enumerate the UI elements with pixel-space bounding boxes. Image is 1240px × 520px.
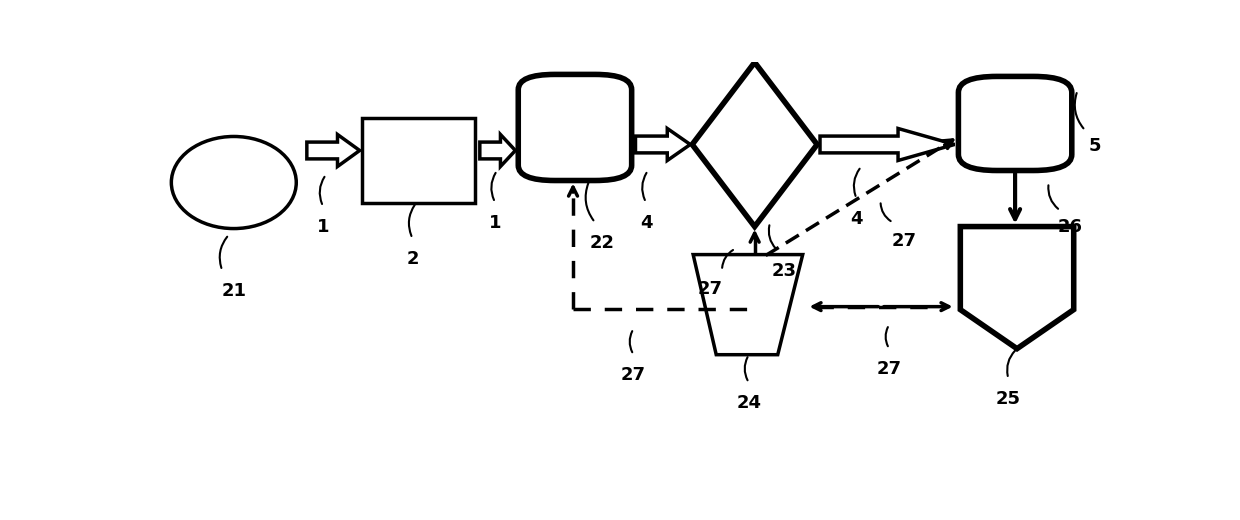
Text: 27: 27	[621, 366, 646, 384]
Polygon shape	[306, 135, 360, 166]
Polygon shape	[820, 128, 955, 161]
Text: 22: 22	[589, 233, 614, 252]
FancyBboxPatch shape	[518, 74, 631, 180]
Text: 4: 4	[851, 210, 863, 228]
Text: 23: 23	[773, 262, 797, 280]
Polygon shape	[635, 128, 691, 161]
Bar	[362, 119, 475, 202]
Polygon shape	[693, 255, 802, 355]
Text: 24: 24	[737, 394, 761, 412]
Text: 2: 2	[407, 250, 419, 268]
Text: 27: 27	[698, 280, 723, 297]
Text: 1: 1	[317, 217, 330, 236]
Text: 27: 27	[877, 360, 901, 378]
Text: 26: 26	[1058, 217, 1083, 236]
Ellipse shape	[171, 136, 296, 229]
Text: 27: 27	[892, 231, 918, 250]
Text: 21: 21	[221, 282, 247, 300]
Text: 25: 25	[996, 389, 1021, 408]
FancyBboxPatch shape	[959, 76, 1071, 171]
Polygon shape	[480, 135, 516, 166]
Text: 4: 4	[640, 214, 652, 231]
Polygon shape	[692, 62, 817, 227]
Text: 5: 5	[1089, 137, 1101, 155]
Polygon shape	[960, 227, 1074, 349]
Text: 1: 1	[489, 214, 501, 231]
